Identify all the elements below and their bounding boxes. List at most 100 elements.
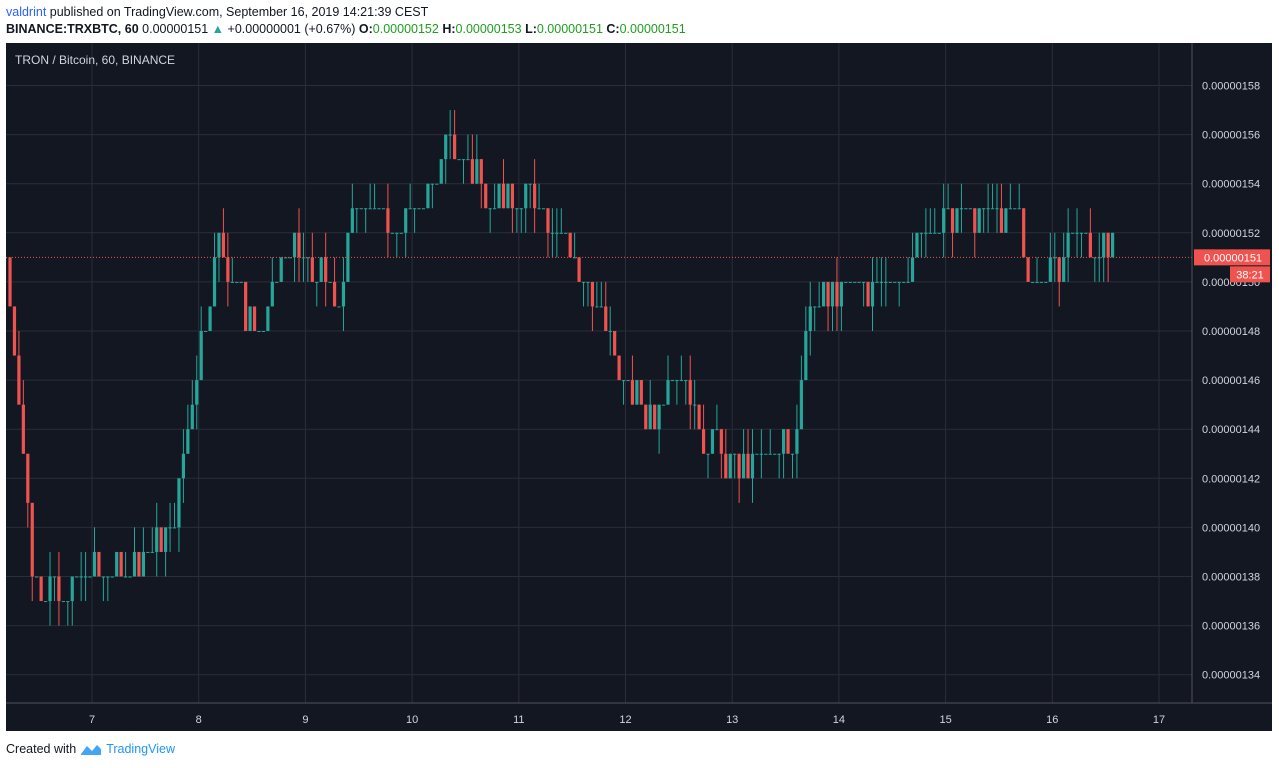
current-price-tag-background xyxy=(1194,249,1270,266)
candle-body xyxy=(888,281,892,283)
candle-body xyxy=(933,232,937,234)
candle-body xyxy=(1004,208,1008,233)
author-link[interactable]: valdrint xyxy=(6,5,47,19)
time-tick-label: 8 xyxy=(196,714,202,726)
candle-body xyxy=(21,404,25,454)
candle-body xyxy=(141,551,145,577)
candle-body xyxy=(1057,257,1061,282)
candle-body xyxy=(515,208,519,210)
candle-body xyxy=(1102,232,1106,258)
candle-body xyxy=(546,208,550,233)
candle-body xyxy=(150,551,154,553)
candle-body xyxy=(146,551,150,553)
candle-body xyxy=(684,380,688,382)
candle-body xyxy=(26,453,30,503)
chart-background xyxy=(6,43,1272,731)
axis-corner xyxy=(1192,703,1272,731)
candle-body xyxy=(399,232,403,234)
candle-body xyxy=(844,281,848,283)
candle-body xyxy=(897,281,901,283)
candle-body xyxy=(666,380,670,405)
candle-body xyxy=(248,306,252,331)
candle-body xyxy=(919,232,924,234)
candle-body xyxy=(181,453,186,479)
candle-body xyxy=(893,281,897,283)
candle-body xyxy=(386,208,390,233)
candle-body xyxy=(613,331,617,356)
tradingview-link[interactable]: TradingView xyxy=(106,742,175,756)
publish-info: valdrint published on TradingView.com, S… xyxy=(6,5,428,19)
candle-body xyxy=(1106,232,1110,258)
candle-body xyxy=(719,429,723,454)
candle-body xyxy=(337,306,341,308)
candle-body xyxy=(586,281,590,283)
price-tick-label: 0.00000152 xyxy=(1202,228,1260,240)
candle-body xyxy=(604,306,608,331)
candle-body xyxy=(1026,257,1030,282)
candle-body xyxy=(466,159,470,161)
time-tick-label: 7 xyxy=(89,714,95,726)
candle-body xyxy=(35,576,39,578)
price-tick-label: 0.00000138 xyxy=(1202,572,1260,584)
candle-body xyxy=(701,429,706,454)
price-tick-label: 0.00000156 xyxy=(1202,130,1260,142)
candle-body xyxy=(746,453,750,479)
candle-body xyxy=(297,232,301,258)
price-tick-label: 0.00000136 xyxy=(1202,621,1260,633)
candle-body xyxy=(252,306,257,331)
current-price-label: 0.00000151 xyxy=(1204,252,1262,264)
candle-body xyxy=(106,576,110,578)
chart-container[interactable]: 0.00000158 0.00000156 0.00000154 0.00000152… xyxy=(3,43,1272,731)
candle-body xyxy=(804,331,808,381)
candle-body xyxy=(555,232,559,234)
candle-body xyxy=(644,404,648,430)
candle-body xyxy=(679,380,683,382)
candle-body xyxy=(995,208,999,210)
price-tick-label: 0.00000140 xyxy=(1202,522,1260,534)
candlestick-chart[interactable]: 0.00000158 0.00000156 0.00000154 0.00000152… xyxy=(3,43,1272,731)
candle-body xyxy=(190,404,194,430)
candle-body xyxy=(324,257,328,282)
close-label: C: xyxy=(606,22,620,36)
candle-body xyxy=(119,551,123,577)
candle-body xyxy=(630,380,635,405)
candle-body xyxy=(257,331,261,332)
candle-body xyxy=(244,281,248,331)
candle-body xyxy=(1048,257,1052,282)
price-tick-label: 0.00000148 xyxy=(1202,326,1260,338)
candle-body xyxy=(1053,257,1057,259)
candle-body xyxy=(964,208,968,210)
candle-body xyxy=(350,208,354,233)
candle-body xyxy=(715,429,719,431)
candle-body xyxy=(461,159,466,161)
candle-body xyxy=(524,183,528,209)
candle-body xyxy=(1062,257,1066,282)
price-axis-background[interactable] xyxy=(1192,43,1272,703)
candle-body xyxy=(710,429,715,454)
time-axis-background[interactable] xyxy=(6,703,1192,731)
candle-body xyxy=(328,281,332,283)
candle-body xyxy=(124,576,128,578)
candle-body xyxy=(599,306,603,308)
price-axis-labels: 0.00000158 0.00000156 0.00000154 0.00000152… xyxy=(1202,81,1260,682)
candle-body xyxy=(968,208,972,210)
candle-body xyxy=(217,232,221,258)
candle-body xyxy=(781,429,786,454)
candle-body xyxy=(101,576,105,578)
candle-body xyxy=(950,208,955,233)
candle-body xyxy=(790,453,795,455)
candle-body xyxy=(857,281,861,283)
candle-body xyxy=(670,380,675,382)
candle-body xyxy=(430,183,434,185)
low-value: 0.00000151 xyxy=(536,22,603,36)
time-tick-label: 11 xyxy=(513,714,524,726)
candle-body xyxy=(830,281,835,307)
candle-body xyxy=(372,208,377,210)
candle-body xyxy=(928,232,932,234)
candle-body xyxy=(390,232,394,234)
candle-body xyxy=(115,551,119,577)
chart-title: TRON / Bitcoin, 60, BINANCE xyxy=(15,53,175,67)
countdown-label: 38:21 xyxy=(1236,269,1264,281)
candle-body xyxy=(519,208,523,210)
candle-body xyxy=(412,208,417,210)
